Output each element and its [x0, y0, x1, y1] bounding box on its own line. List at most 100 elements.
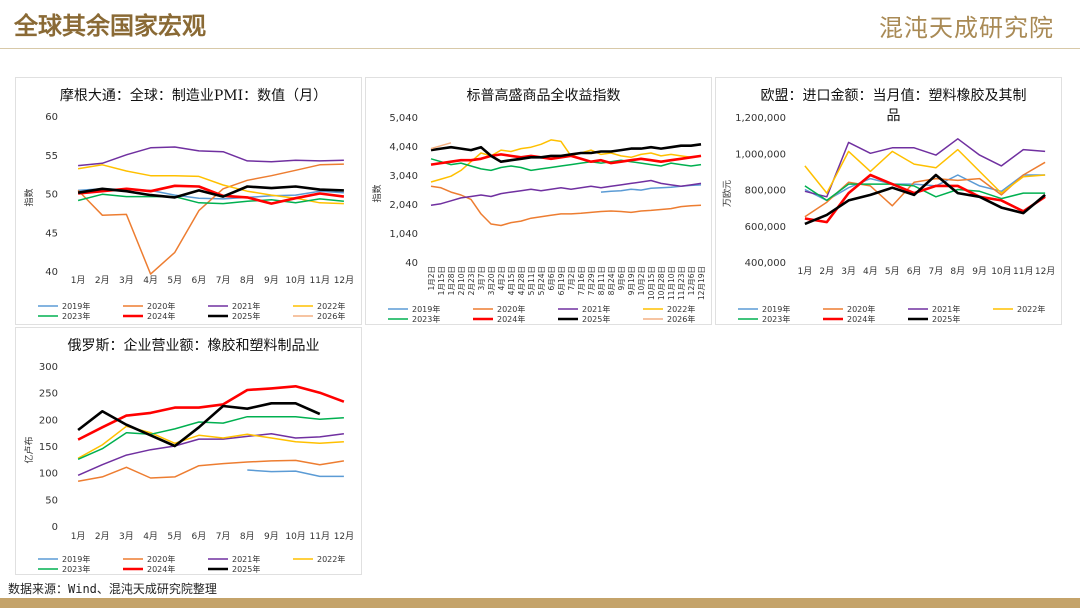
x-tick-label: 8月24日 [607, 266, 616, 295]
chart: 400,000 600,000 800,000 1,000,000 1,200,000 万… [721, 113, 1055, 324]
x-tick-label: 4月 [143, 531, 158, 542]
legend-label: 2024年 [147, 564, 175, 574]
series-line [77, 415, 344, 460]
y-tick-label: 0 [52, 522, 58, 533]
page-title: 全球其余国家宏观 [14, 11, 206, 40]
x-tick-label: 7月 [216, 275, 231, 286]
x-tick-label: 10月 [285, 275, 305, 286]
x-tick-label: 11月 [310, 275, 330, 286]
x-tick-label: 2月 [95, 531, 110, 542]
y-tick-label: 50 [45, 495, 58, 506]
legend-label: 2025年 [232, 564, 260, 574]
x-tick-label: 2月23日 [467, 266, 476, 295]
x-tick-label: 1月15日 [437, 266, 446, 295]
series-line [77, 459, 345, 482]
y-tick-label: 200 [39, 415, 58, 426]
y-axis-label: 指数 [23, 188, 35, 206]
legend-label: 2023年 [762, 314, 790, 324]
y-tick-label: 3,040 [389, 171, 418, 182]
y-tick-label: 60 [45, 112, 58, 123]
x-tick-label: 9月 [264, 531, 279, 542]
legend-label: 2025年 [932, 314, 960, 324]
series-line [77, 385, 345, 441]
x-tick-label: 7月2日 [567, 266, 576, 291]
y-tick-label: 5,040 [389, 113, 418, 124]
x-tick-label: 10月 [991, 266, 1011, 277]
chart-panel: 40 45 50 55 60 指数 1月 2月 3月 4月 5月 6月 7月 8月 9月 10月 11月 12月 2… [15, 77, 362, 325]
x-tick-label: 3月 [841, 266, 856, 277]
x-tick-label: 2月10日 [457, 266, 466, 295]
series-line [247, 469, 344, 478]
legend-label: 2020年 [147, 554, 175, 564]
series-line [430, 142, 452, 150]
y-tick-label: 800,000 [745, 186, 786, 197]
series-line [804, 148, 1046, 194]
x-tick-label: 5月 [167, 275, 182, 286]
x-tick-label: 3月 [119, 275, 134, 286]
series-line [77, 163, 344, 275]
y-tick-label: 2,040 [389, 200, 418, 211]
chart: 40 1,040 2,040 3,040 4,040 5,040 指数 1月2日 1月15日 1月… [371, 113, 706, 324]
series-line [804, 173, 1046, 226]
footer-bar [0, 598, 1080, 608]
x-tick-label: 5月 [885, 266, 900, 277]
x-tick-label: 5月24日 [537, 266, 546, 295]
y-axis-label: 指数 [371, 184, 383, 202]
legend-label: 2022年 [1017, 304, 1045, 314]
series-line [77, 402, 321, 448]
x-tick-label: 4月2日 [497, 266, 506, 291]
x-tick-label: 7月16日 [577, 266, 586, 295]
x-tick-label: 10月28日 [657, 266, 666, 300]
x-tick-label: 8月11日 [597, 266, 606, 295]
x-tick-label: 3月 [119, 531, 134, 542]
x-tick-label: 12月19日 [697, 266, 706, 300]
x-tick-label: 5月11日 [527, 266, 536, 295]
x-tick-label: 4月 [143, 275, 158, 286]
legend-label: 2021年 [232, 301, 260, 311]
x-tick-label: 9月 [972, 266, 987, 277]
chart-title: 标普高盛商品全收益指数 [466, 88, 621, 104]
legend-label: 2022年 [317, 301, 345, 311]
y-tick-label: 1,200,000 [735, 113, 786, 124]
x-tick-label: 8月 [950, 266, 965, 277]
series-line [77, 184, 345, 205]
y-tick-label: 4,040 [389, 142, 418, 153]
x-tick-label: 1月 [71, 531, 86, 542]
series-line [804, 173, 1046, 224]
series-line [430, 139, 702, 183]
legend-label: 2019年 [762, 304, 790, 314]
x-tick-label: 6月 [907, 266, 922, 277]
header-rule [0, 48, 1080, 49]
chart-panel: 0 50 100 150 200 250 300 亿卢布 1月 2月 3月 4月 5月 6月 7月 8月 9月 1… [15, 327, 362, 575]
x-tick-label: 7月 [216, 531, 231, 542]
series-line [78, 146, 344, 167]
legend-label: 2020年 [847, 304, 875, 314]
series-line [804, 183, 1046, 202]
y-tick-label: 40 [405, 258, 418, 269]
logo: 混沌天成研究院 [879, 14, 1054, 42]
x-tick-label: 5月 [167, 531, 182, 542]
series-line [430, 143, 702, 163]
y-tick-label: 40 [45, 267, 58, 278]
x-tick-label: 1月28日 [447, 266, 456, 295]
y-tick-label: 1,000,000 [735, 149, 786, 160]
series-line [77, 193, 344, 205]
x-tick-label: 6月6日 [547, 266, 556, 291]
x-tick-label: 9月19日 [627, 266, 636, 295]
chart-title: 欧盟：进口金额：当月值：塑料橡胶及其制品 [760, 88, 1027, 124]
source-note: 数据来源：Wind、混沌天成研究院整理 [8, 582, 217, 596]
legend-label: 2024年 [847, 314, 875, 324]
x-tick-label: 11月 [1013, 266, 1033, 277]
legend-label: 2026年 [317, 311, 345, 321]
y-tick-label: 300 [39, 362, 58, 373]
x-tick-label: 10月15日 [647, 266, 656, 300]
legend-label: 2025年 [582, 314, 610, 324]
chart-title: 摩根大通：全球：制造业PMI：数值（月） [59, 88, 328, 104]
chart: 0 50 100 150 200 250 300 亿卢布 1月 2月 3月 4月 5月 6月 7月 8月 9月 1… [23, 362, 354, 574]
x-tick-label: 8月 [240, 275, 255, 286]
legend-label: 2019年 [412, 304, 440, 314]
series-line [430, 179, 702, 206]
x-tick-label: 7月 [929, 266, 944, 277]
x-tick-label: 12月 [1035, 266, 1055, 277]
